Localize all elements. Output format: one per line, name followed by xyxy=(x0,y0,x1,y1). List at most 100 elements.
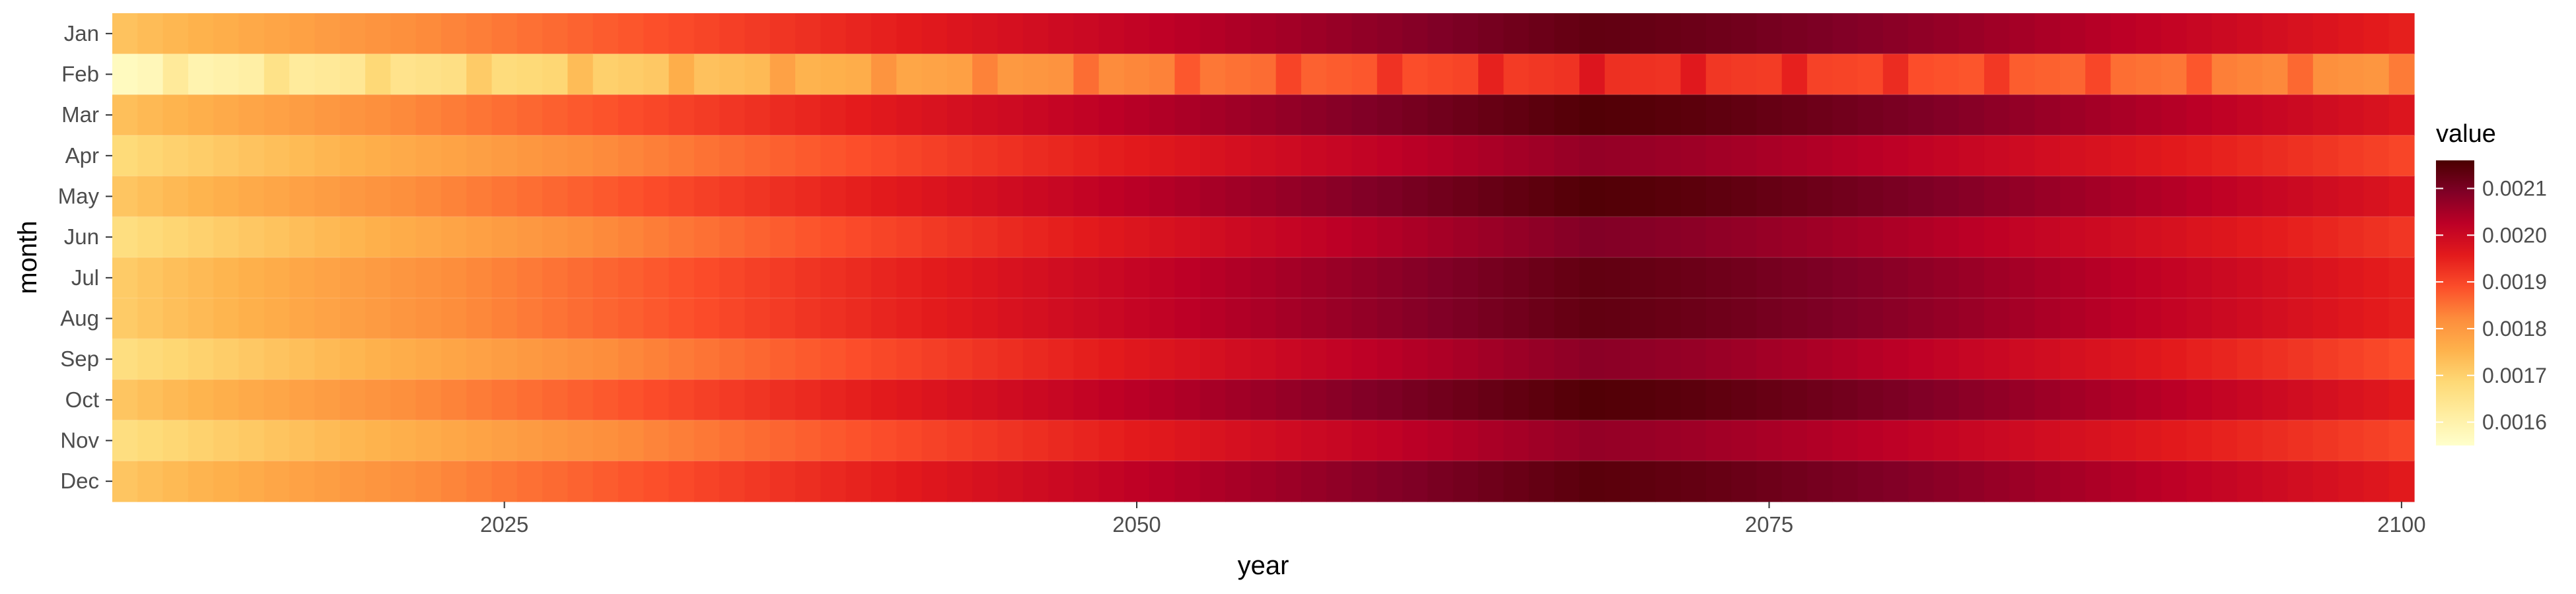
heatmap-cell xyxy=(1756,216,1783,258)
heatmap-cell xyxy=(1149,13,1176,55)
heatmap-cell xyxy=(491,257,518,299)
heatmap-cell xyxy=(972,339,998,380)
heatmap-cell xyxy=(2236,420,2263,461)
heatmap-cell xyxy=(820,339,847,380)
heatmap-cell xyxy=(1680,13,1707,55)
heatmap-cell xyxy=(1958,339,1985,380)
heatmap-cell xyxy=(137,298,164,339)
heatmap-cell xyxy=(567,298,594,339)
heatmap-cell xyxy=(1427,135,1454,177)
heatmap-cell xyxy=(1756,53,1783,95)
heatmap-cell xyxy=(1629,339,1656,380)
heatmap-cell xyxy=(415,135,442,177)
heatmap-cell xyxy=(1402,216,1429,258)
heatmap-cell xyxy=(567,380,594,421)
heatmap-cell xyxy=(1022,298,1049,339)
heatmap-cell xyxy=(2059,257,2086,299)
heatmap-cell xyxy=(744,94,771,136)
heatmap-cell xyxy=(947,298,973,339)
heatmap-cell xyxy=(2085,339,2112,380)
heatmap-cell xyxy=(1351,135,1378,177)
heatmap-cell xyxy=(188,13,214,55)
heatmap-cell xyxy=(1377,298,1403,339)
heatmap-cell xyxy=(896,135,923,177)
heatmap-cell xyxy=(2363,135,2390,177)
heatmap-cell xyxy=(1149,380,1176,421)
heatmap-cell xyxy=(921,257,948,299)
heatmap-cell xyxy=(997,298,1024,339)
legend-tick-label: 0.0020 xyxy=(2482,223,2547,247)
heatmap-cell xyxy=(1984,216,2010,258)
heatmap-cell xyxy=(238,420,265,461)
y-tick-label: Oct xyxy=(65,387,99,412)
heatmap-cell xyxy=(1377,135,1403,177)
heatmap-cell xyxy=(1250,380,1277,421)
heatmap-cell xyxy=(592,461,619,502)
heatmap-cell xyxy=(112,339,138,380)
heatmap-cell xyxy=(1984,257,2010,299)
heatmap-cell xyxy=(466,94,493,136)
heatmap-cell xyxy=(491,53,518,95)
heatmap-cell xyxy=(820,216,847,258)
heatmap-cell xyxy=(2135,94,2162,136)
heatmap-cell xyxy=(795,380,821,421)
heatmap-cell xyxy=(542,380,568,421)
heatmap-cell xyxy=(2009,135,2036,177)
heatmap-cell xyxy=(1604,298,1631,339)
heatmap-cell xyxy=(1807,461,1833,502)
heatmap-cell xyxy=(390,135,417,177)
heatmap-cell xyxy=(1756,13,1783,55)
heatmap-cell xyxy=(390,257,417,299)
heatmap-cell xyxy=(2034,216,2061,258)
heatmap-cell xyxy=(1452,257,1479,299)
heatmap-cell xyxy=(618,94,644,136)
heatmap-cell xyxy=(1326,420,1353,461)
heatmap-cell xyxy=(2262,420,2289,461)
heatmap-cell xyxy=(2236,176,2263,217)
heatmap-cell xyxy=(2186,461,2213,502)
heatmap-cell xyxy=(643,298,670,339)
heatmap-cell xyxy=(1427,13,1454,55)
heatmap-cell xyxy=(947,135,973,177)
heatmap-cell xyxy=(2161,380,2187,421)
heatmap-cell xyxy=(1554,135,1580,177)
heatmap-cell xyxy=(466,13,493,55)
heatmap-cell xyxy=(1832,420,1859,461)
heatmap-cell xyxy=(2009,13,2036,55)
heatmap-cell xyxy=(1705,257,1732,299)
heatmap-cell xyxy=(1503,13,1530,55)
heatmap-cell xyxy=(542,298,568,339)
heatmap-cell xyxy=(1301,135,1327,177)
heatmap-cell xyxy=(1225,420,1251,461)
heatmap-cell xyxy=(1377,94,1403,136)
heatmap-cell xyxy=(1781,94,1808,136)
legend-title: value xyxy=(2436,120,2496,148)
heatmap-cell xyxy=(820,94,847,136)
heatmap-cell xyxy=(2363,94,2390,136)
heatmap-cell xyxy=(2161,339,2187,380)
heatmap-cell xyxy=(592,339,619,380)
heatmap-cell xyxy=(1731,53,1757,95)
heatmap-cell xyxy=(1604,135,1631,177)
heatmap-cell xyxy=(972,53,998,95)
heatmap-cell xyxy=(1225,216,1251,258)
heatmap-cell xyxy=(1832,257,1859,299)
y-tick-label: Feb xyxy=(61,62,99,86)
heatmap-cell xyxy=(238,380,265,421)
heatmap-cell xyxy=(947,94,973,136)
heatmap-cell xyxy=(1427,420,1454,461)
heatmap-cell xyxy=(2009,380,2036,421)
heatmap-cell xyxy=(213,13,240,55)
heatmap-cell xyxy=(289,135,315,177)
heatmap-cell xyxy=(1377,380,1403,421)
heatmap-cell xyxy=(2110,461,2137,502)
heatmap-cell xyxy=(2312,298,2339,339)
heatmap-cell xyxy=(820,298,847,339)
heatmap-cell xyxy=(1478,298,1504,339)
heatmap-cell xyxy=(238,216,265,258)
heatmap-cell xyxy=(1022,339,1049,380)
heatmap-cell xyxy=(1402,380,1429,421)
heatmap-cell xyxy=(1098,257,1125,299)
heatmap-cell xyxy=(1098,380,1125,421)
heatmap-cell xyxy=(1199,420,1226,461)
